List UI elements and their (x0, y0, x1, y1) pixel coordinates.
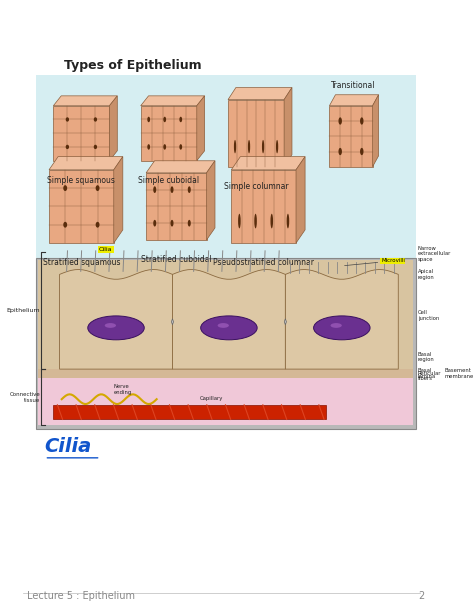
Polygon shape (231, 157, 305, 170)
Ellipse shape (164, 116, 166, 122)
Ellipse shape (234, 140, 236, 153)
Text: Stratified cuboidal: Stratified cuboidal (141, 255, 212, 264)
Ellipse shape (238, 214, 241, 229)
Ellipse shape (153, 220, 156, 227)
Text: Lecture 5 : Epithelium: Lecture 5 : Epithelium (27, 591, 135, 601)
Ellipse shape (248, 140, 250, 153)
Ellipse shape (88, 316, 144, 340)
Ellipse shape (360, 117, 364, 124)
Polygon shape (197, 96, 205, 161)
Bar (228, 100, 284, 167)
Text: Basal
region: Basal region (418, 351, 435, 362)
Ellipse shape (66, 145, 69, 149)
Ellipse shape (276, 140, 278, 153)
Text: Pseudostratified columnar: Pseudostratified columnar (213, 258, 314, 267)
Ellipse shape (164, 144, 166, 150)
Ellipse shape (171, 186, 173, 193)
Ellipse shape (287, 214, 289, 229)
Bar (38, 259, 413, 369)
Ellipse shape (188, 220, 191, 227)
Polygon shape (146, 161, 215, 173)
Text: Types of Epithelium: Types of Epithelium (64, 59, 201, 72)
Text: Connective
tissue: Connective tissue (9, 392, 40, 403)
Polygon shape (207, 161, 215, 240)
Polygon shape (109, 96, 117, 161)
Text: Stratified squamous: Stratified squamous (43, 258, 120, 267)
Text: Reticular
fibers: Reticular fibers (418, 370, 441, 381)
Ellipse shape (66, 117, 69, 121)
Ellipse shape (94, 117, 97, 121)
Bar (54, 105, 109, 161)
Text: Microvilli: Microvilli (345, 259, 405, 265)
Bar (36, 75, 416, 257)
Polygon shape (329, 95, 379, 105)
Polygon shape (141, 96, 205, 105)
Bar (329, 105, 373, 167)
Ellipse shape (94, 145, 97, 149)
Polygon shape (284, 88, 292, 167)
Ellipse shape (330, 323, 342, 328)
Bar (38, 378, 413, 425)
Polygon shape (373, 95, 379, 167)
Bar (49, 170, 114, 243)
Ellipse shape (188, 186, 191, 193)
Text: Narrow
extracellular
space: Narrow extracellular space (418, 246, 451, 262)
Ellipse shape (314, 316, 370, 340)
Text: Epithelium: Epithelium (7, 308, 40, 313)
Text: Transitional: Transitional (331, 82, 375, 91)
Polygon shape (228, 88, 292, 100)
Text: Cilia: Cilia (99, 247, 113, 252)
Ellipse shape (338, 117, 342, 124)
Ellipse shape (254, 214, 257, 229)
Ellipse shape (96, 185, 100, 191)
Bar (53, 405, 327, 419)
Text: Cell
junction: Cell junction (418, 310, 439, 321)
Text: Apical
region: Apical region (418, 269, 435, 280)
Bar (146, 173, 207, 240)
Text: Basal
lamina: Basal lamina (418, 368, 436, 379)
Bar (231, 170, 296, 243)
Text: Basement
membrane: Basement membrane (445, 368, 474, 379)
Ellipse shape (338, 148, 342, 155)
Ellipse shape (105, 323, 116, 328)
Text: Capillary: Capillary (200, 396, 223, 401)
Ellipse shape (63, 185, 67, 191)
Polygon shape (60, 270, 173, 369)
Ellipse shape (96, 222, 100, 227)
Text: Simple columnar: Simple columnar (224, 182, 288, 191)
Polygon shape (49, 157, 123, 170)
Polygon shape (173, 270, 285, 369)
Bar (36, 257, 416, 428)
Text: Simple squamous: Simple squamous (47, 176, 115, 185)
Polygon shape (172, 319, 173, 325)
Polygon shape (285, 270, 398, 369)
Ellipse shape (360, 148, 364, 155)
Polygon shape (296, 157, 305, 243)
Ellipse shape (271, 214, 273, 229)
Ellipse shape (262, 140, 264, 153)
Ellipse shape (179, 116, 182, 122)
Ellipse shape (147, 144, 150, 150)
Ellipse shape (179, 144, 182, 150)
Ellipse shape (147, 116, 150, 122)
Text: Simple cuboidal: Simple cuboidal (138, 176, 199, 185)
Bar (38, 369, 413, 378)
Ellipse shape (201, 316, 257, 340)
Text: Nerve
ending: Nerve ending (113, 384, 132, 395)
Polygon shape (54, 96, 117, 105)
Bar (141, 105, 197, 161)
Ellipse shape (153, 186, 156, 193)
Polygon shape (114, 157, 123, 243)
Ellipse shape (218, 323, 229, 328)
Text: 2: 2 (418, 591, 424, 601)
Ellipse shape (63, 222, 67, 227)
Ellipse shape (171, 220, 173, 227)
Polygon shape (284, 319, 286, 325)
Text: Cilia: Cilia (45, 437, 91, 456)
